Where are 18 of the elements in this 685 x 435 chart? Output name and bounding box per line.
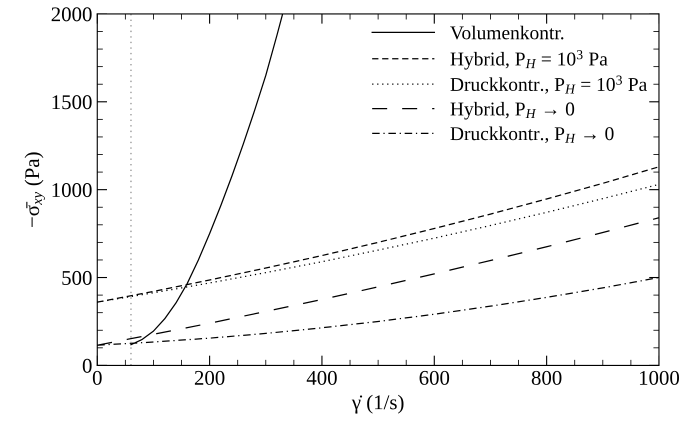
legend-label: Hybrid, P$_{H}$ → 0 (450, 102, 574, 120)
x-tick-label: 0 (92, 370, 102, 385)
legend-label: Volumenkontr. (450, 26, 564, 40)
x-tick-label: 600 (420, 370, 450, 385)
y-tick-label: 1500 (52, 95, 92, 110)
x-tick-label: 800 (532, 370, 562, 385)
y-tick-label: 1000 (52, 183, 92, 198)
y-tick-label: 0 (82, 358, 92, 373)
y-axis-title: −σ̄$_{xy}$ (Pa) (24, 152, 46, 227)
legend-label: Hybrid, P$_{H}$ = 10$^{3}$ Pa (450, 50, 608, 70)
x-tick-label: 1000 (640, 370, 680, 385)
y-tick-label: 2000 (52, 7, 92, 22)
legend-label: Druckkontr., P$_{H}$ → 0 (450, 126, 614, 144)
legend-label: Druckkontr., P$_{H}$ = 10$^{3}$ Pa (450, 76, 647, 94)
x-tick-label: 400 (306, 370, 337, 385)
y-tick-label: 500 (62, 270, 92, 285)
x-axis-title: γ̇ (1/s) (352, 394, 404, 414)
x-tick-label: 200 (194, 370, 224, 385)
